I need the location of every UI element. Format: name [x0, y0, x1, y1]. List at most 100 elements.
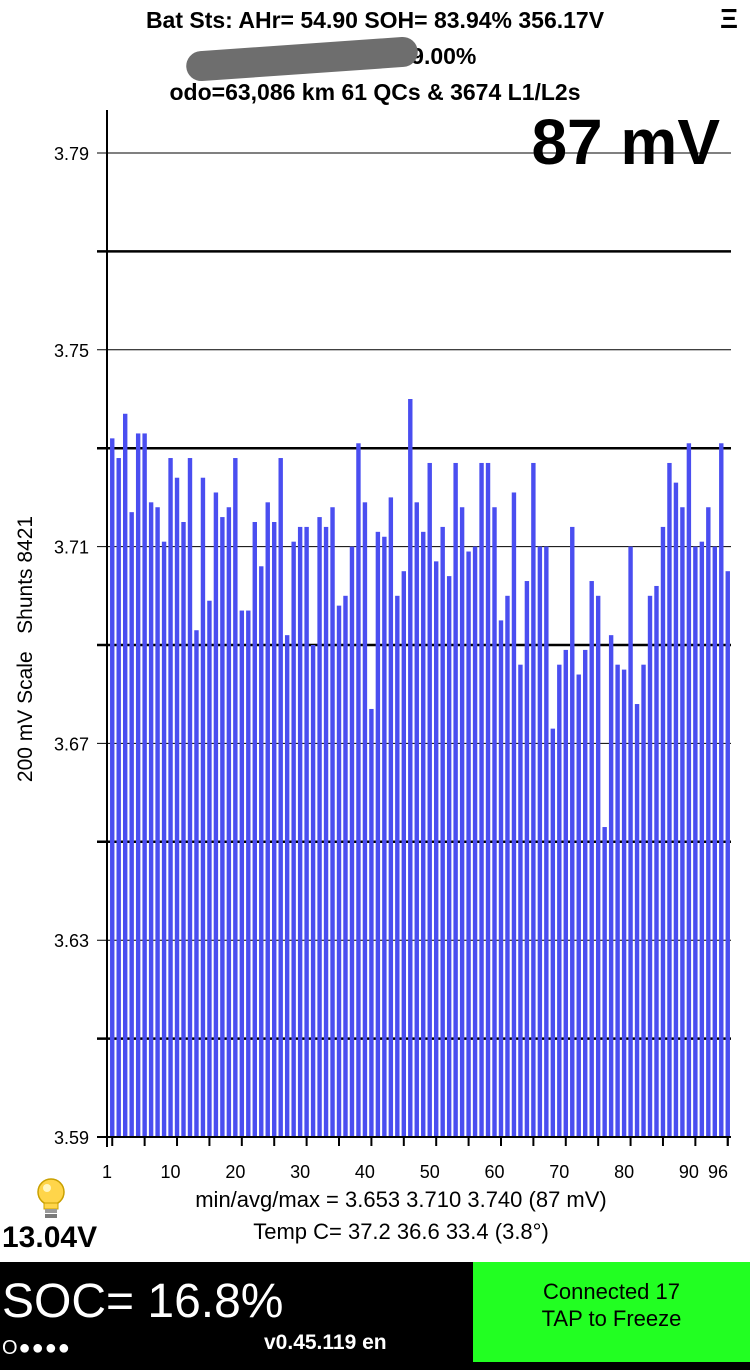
cell-bar — [272, 522, 277, 1137]
y-axis-title: 200 mV Scale Shunts 8421 — [14, 515, 37, 783]
cell-bar — [719, 443, 724, 1137]
cell-bar — [375, 531, 381, 1137]
cell-bar — [647, 595, 653, 1137]
cell-bar — [446, 576, 452, 1137]
cell-bar — [200, 477, 206, 1138]
x-tick-label: 30 — [290, 1162, 310, 1182]
cell-bar — [181, 522, 186, 1137]
min-avg-max-stats: min/avg/max = 3.653 3.710 3.740 (87 mV) — [195, 1187, 607, 1212]
cell-bar — [608, 635, 614, 1137]
cell-bar — [686, 443, 692, 1137]
cell-bar — [634, 704, 640, 1137]
app-version: v0.45.119 en — [264, 1331, 387, 1354]
y-tick-label: 3.67 — [54, 734, 89, 754]
cell-bar — [265, 502, 270, 1137]
cell-bar — [233, 458, 238, 1137]
cell-bar — [693, 546, 698, 1137]
cell-bar — [213, 492, 219, 1138]
cell-bar — [336, 605, 342, 1137]
cell-bar — [440, 526, 445, 1137]
x-tick-label: 80 — [614, 1162, 634, 1182]
cell-bar — [427, 462, 432, 1138]
cell-bar — [362, 502, 368, 1137]
x-tick-label: 60 — [484, 1162, 504, 1182]
cell-bar — [161, 541, 167, 1137]
cell-bar — [382, 536, 387, 1137]
cell-bar — [323, 526, 329, 1137]
cell-bar — [524, 581, 530, 1137]
cell-bar — [259, 566, 264, 1137]
cell-bar — [472, 546, 478, 1137]
x-tick-label: 40 — [355, 1162, 375, 1182]
cell-bar — [356, 443, 361, 1137]
cell-bar — [667, 462, 672, 1138]
cell-bar — [388, 497, 394, 1137]
cell-bar — [673, 482, 679, 1137]
cell-bar — [291, 541, 296, 1137]
x-tick-label: 1 — [102, 1162, 112, 1182]
cell-bar — [421, 531, 426, 1137]
cell-bar — [187, 458, 193, 1137]
cell-bar — [615, 664, 620, 1137]
state-of-charge: SOC= 16.8% — [2, 1275, 284, 1328]
cell-bar — [628, 546, 633, 1137]
cell-bar — [531, 462, 536, 1138]
cell-bar — [466, 551, 471, 1137]
x-tick-label: 96 — [708, 1162, 728, 1182]
cell-bar — [297, 526, 303, 1137]
cell-bar — [570, 526, 575, 1137]
cell-bar — [511, 492, 517, 1138]
cell-bar — [453, 462, 458, 1138]
cell-bar — [680, 507, 685, 1137]
x-tick-label: 10 — [161, 1162, 181, 1182]
cell-voltage-chart[interactable]: 3.79 3.75 3.71 3.67 3.63 3.59 1 10 20 30 40 50 60 70 8… — [0, 0, 750, 1185]
x-tick-label: 70 — [549, 1162, 569, 1182]
y-tick-label: 3.59 — [54, 1128, 89, 1148]
lightbulb-icon — [37, 1178, 65, 1218]
cell-bar — [459, 507, 465, 1137]
cell-bar — [621, 669, 627, 1137]
cell-bar — [142, 433, 147, 1137]
cell-bar — [485, 462, 491, 1138]
x-tick-label: 20 — [225, 1162, 245, 1182]
cell-bar — [699, 541, 705, 1137]
cell-bar — [343, 595, 348, 1137]
cell-bar — [433, 561, 439, 1137]
hamburger-menu-icon[interactable]: Ξ — [719, 3, 738, 34]
cell-bar — [246, 610, 251, 1137]
cell-bar — [654, 585, 659, 1137]
cell-bar — [725, 571, 730, 1137]
cell-bar — [110, 438, 115, 1137]
connection-freeze-button[interactable]: Connected 17 TAP to Freeze — [473, 1262, 750, 1362]
x-tick-label: 50 — [420, 1162, 440, 1182]
freeze-hint-label: TAP to Freeze — [541, 1306, 682, 1331]
cell-bar — [155, 507, 160, 1137]
cell-bar — [550, 728, 556, 1137]
cell-bar — [544, 546, 549, 1137]
cell-bar — [557, 664, 562, 1137]
y-tick-label: 3.63 — [54, 931, 89, 951]
cell-bar — [317, 517, 322, 1137]
cell-bar — [148, 502, 154, 1137]
cell-bar — [284, 635, 290, 1137]
cell-bar — [492, 507, 497, 1137]
cell-bar — [589, 581, 594, 1137]
cell-bar — [168, 458, 173, 1137]
nav-strip — [0, 1362, 750, 1370]
cell-bar — [369, 708, 374, 1137]
cell-bar — [712, 546, 718, 1137]
cell-bar — [304, 526, 309, 1137]
cell-bar — [583, 649, 588, 1137]
cell-bar — [479, 462, 484, 1138]
cell-bar — [116, 458, 121, 1137]
cell-bar — [518, 664, 523, 1137]
x-tick-label: 90 — [679, 1162, 699, 1182]
cell-bar — [174, 477, 180, 1138]
cell-bar — [239, 610, 245, 1137]
cell-bar — [401, 571, 407, 1137]
status-dots: O●●●● — [2, 1337, 71, 1359]
cell-bar — [310, 645, 316, 1137]
odometer-line: odo=63,086 km 61 QCs & 3674 L1/L2s — [169, 79, 581, 105]
cell-bar — [135, 433, 141, 1137]
cell-bar — [122, 413, 128, 1137]
